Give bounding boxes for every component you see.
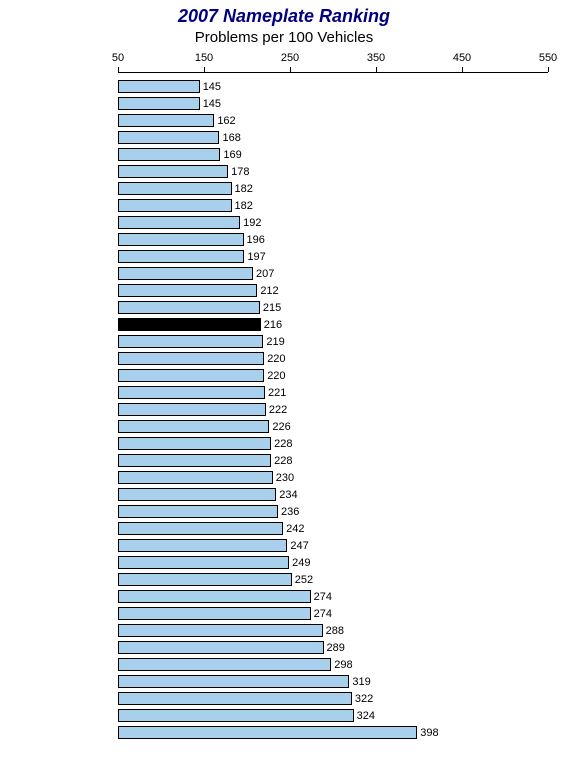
chart-subtitle: Problems per 100 Vehicles [0, 27, 568, 50]
bar-value-label: 215 [263, 302, 281, 314]
bar [118, 301, 260, 314]
bar [118, 692, 352, 705]
bar [118, 284, 257, 297]
bar [118, 658, 331, 671]
bar [118, 709, 354, 722]
bar [118, 369, 264, 382]
bar-value-label: 162 [217, 115, 235, 127]
bar-value-label: 168 [222, 132, 240, 144]
bar-value-label: 196 [247, 234, 265, 246]
bar-value-label: 288 [326, 625, 344, 637]
x-tick-label: 150 [195, 52, 213, 64]
bar-value-label: 219 [266, 336, 284, 348]
bar-value-label: 182 [235, 200, 253, 212]
bar [118, 403, 266, 416]
bar [118, 590, 311, 603]
bar-value-label: 242 [286, 523, 304, 535]
x-tick-mark [548, 67, 549, 72]
bar [118, 165, 228, 178]
bar-value-label: 178 [231, 166, 249, 178]
bar [118, 539, 287, 552]
bar-value-label: 289 [327, 642, 345, 654]
bar-value-label: 252 [295, 574, 313, 586]
bar [118, 454, 271, 467]
plot-area: BuickLexusCadillacMercuryHondaToyotaBMWL… [0, 72, 568, 747]
bar-value-label: 192 [243, 217, 261, 229]
bar-value-label: 322 [355, 693, 373, 705]
x-tick-mark [376, 67, 377, 72]
bar-value-label: 236 [281, 506, 299, 518]
bar-value-label: 197 [247, 251, 265, 263]
bar-value-label: 216 [264, 319, 282, 331]
bar-value-label: 212 [260, 285, 278, 297]
bar-value-label: 228 [274, 438, 292, 450]
bar [118, 488, 276, 501]
bar [118, 182, 232, 195]
bar-value-label: 230 [276, 472, 294, 484]
bar [118, 97, 200, 110]
bar [118, 216, 240, 229]
bar [118, 386, 265, 399]
bar-value-label: 221 [268, 387, 286, 399]
bar [118, 80, 200, 93]
x-axis: 50 150 250 350 450 550 [0, 50, 568, 72]
industry-average-bar [118, 318, 261, 331]
bar-value-label: 298 [334, 659, 352, 671]
bar-value-label: 220 [267, 353, 285, 365]
nameplate-ranking-chart: 2007 Nameplate Ranking Problems per 100 … [0, 0, 568, 772]
bar-value-label: 249 [292, 557, 310, 569]
x-tick-mark [462, 67, 463, 72]
bar-value-label: 169 [223, 149, 241, 161]
x-axis-line [118, 72, 548, 73]
bar [118, 437, 271, 450]
bar [118, 114, 214, 127]
x-tick-mark [204, 67, 205, 72]
bar [118, 573, 292, 586]
bar [118, 335, 263, 348]
x-tick-mark [118, 67, 119, 72]
x-tick-mark [290, 67, 291, 72]
bar [118, 471, 273, 484]
bar [118, 556, 289, 569]
bar-value-label: 247 [290, 540, 308, 552]
bar-value-label: 145 [203, 98, 221, 110]
bar [118, 352, 264, 365]
bar [118, 131, 219, 144]
bar [118, 250, 244, 263]
bar [118, 148, 220, 161]
x-tick-label: 450 [453, 52, 471, 64]
bar [118, 233, 244, 246]
bar-value-label: 226 [272, 421, 290, 433]
bar-value-label: 145 [203, 81, 221, 93]
x-tick-label: 50 [112, 52, 124, 64]
bar-value-label: 398 [420, 727, 438, 739]
bar [118, 607, 311, 620]
chart-title: 2007 Nameplate Ranking [0, 0, 568, 27]
bar [118, 267, 253, 280]
bar [118, 199, 232, 212]
bar-value-label: 324 [357, 710, 375, 722]
bar [118, 726, 417, 739]
bar-value-label: 220 [267, 370, 285, 382]
bar [118, 420, 269, 433]
bar-value-label: 274 [314, 608, 332, 620]
bar [118, 624, 323, 637]
x-tick-label: 350 [367, 52, 385, 64]
bar [118, 505, 278, 518]
bar-value-label: 222 [269, 404, 287, 416]
bar-value-label: 207 [256, 268, 274, 280]
x-tick-label: 250 [281, 52, 299, 64]
bar [118, 522, 283, 535]
x-tick-label: 550 [539, 52, 557, 64]
bar-value-label: 234 [279, 489, 297, 501]
bar-value-label: 274 [314, 591, 332, 603]
bar-value-label: 182 [235, 183, 253, 195]
bar [118, 675, 349, 688]
bar-value-label: 228 [274, 455, 292, 467]
bar [118, 641, 324, 654]
bar-value-label: 319 [352, 676, 370, 688]
